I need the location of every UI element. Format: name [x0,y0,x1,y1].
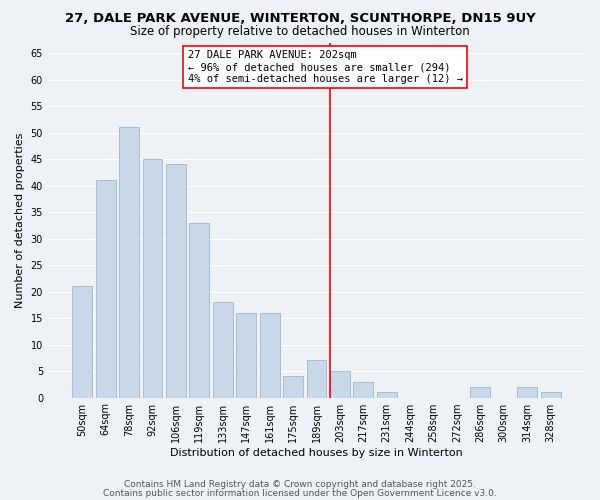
Bar [73,286,92,398]
Bar [377,392,397,398]
Bar [236,313,256,398]
Text: Size of property relative to detached houses in Winterton: Size of property relative to detached ho… [130,25,470,38]
Text: 27, DALE PARK AVENUE, WINTERTON, SCUNTHORPE, DN15 9UY: 27, DALE PARK AVENUE, WINTERTON, SCUNTHO… [65,12,535,26]
Bar [96,180,116,398]
Bar [353,382,373,398]
Y-axis label: Number of detached properties: Number of detached properties [15,132,25,308]
Bar [143,159,163,398]
Text: Contains public sector information licensed under the Open Government Licence v3: Contains public sector information licen… [103,488,497,498]
Bar [517,387,537,398]
Bar [541,392,560,398]
Bar [190,222,209,398]
Text: Contains HM Land Registry data © Crown copyright and database right 2025.: Contains HM Land Registry data © Crown c… [124,480,476,489]
Bar [470,387,490,398]
Text: 27 DALE PARK AVENUE: 202sqm
← 96% of detached houses are smaller (294)
4% of sem: 27 DALE PARK AVENUE: 202sqm ← 96% of det… [188,50,463,84]
X-axis label: Distribution of detached houses by size in Winterton: Distribution of detached houses by size … [170,448,463,458]
Bar [260,313,280,398]
Bar [166,164,186,398]
Bar [119,128,139,398]
Bar [307,360,326,398]
Bar [330,371,350,398]
Bar [213,302,233,398]
Bar [283,376,303,398]
